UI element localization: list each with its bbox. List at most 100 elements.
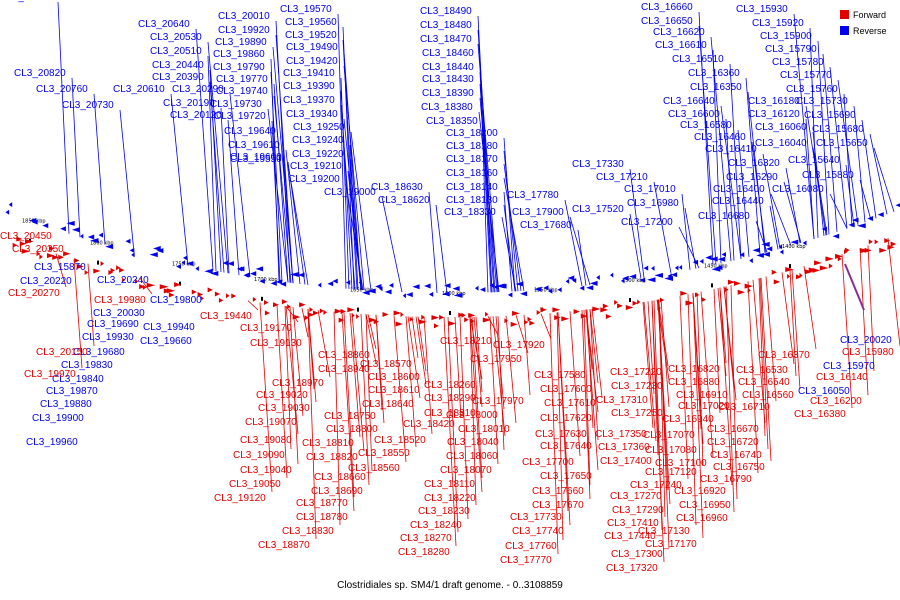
reverse-gene-arrow bbox=[453, 292, 463, 298]
leader-line bbox=[443, 316, 457, 547]
reverse-gene-label: CL3_17210 bbox=[596, 172, 648, 183]
reverse-gene-arrow bbox=[222, 260, 229, 266]
reverse-gene-arrow bbox=[388, 282, 394, 288]
forward-gene-arrow bbox=[281, 299, 288, 305]
forward-gene-label: CL3_17290 bbox=[612, 505, 664, 516]
forward-gene-arrow bbox=[421, 314, 426, 320]
reverse-gene-label: CL3_19680 bbox=[73, 347, 125, 358]
reverse-gene-label: CL3_17680 bbox=[520, 220, 572, 231]
leader-line bbox=[583, 309, 591, 486]
reverse-gene-label: CL3_16510 bbox=[672, 54, 724, 65]
reverse-gene-label: CL3_16580 bbox=[680, 120, 732, 131]
leader-line bbox=[503, 150, 519, 292]
forward-gene-label: CL3_16740 bbox=[710, 450, 762, 461]
leader-line bbox=[591, 308, 603, 398]
leader-line bbox=[700, 291, 714, 458]
leader-line bbox=[647, 301, 655, 395]
forward-gene-arrow bbox=[400, 312, 404, 318]
forward-gene-label: CL3_18940 bbox=[318, 364, 370, 375]
leader-line bbox=[769, 205, 779, 250]
reverse-gene-label: CL3_18200 bbox=[446, 128, 498, 139]
reverse-gene-arrow bbox=[345, 279, 351, 285]
leader-line bbox=[643, 301, 657, 442]
forward-gene-label: CL3_16790 bbox=[700, 474, 752, 485]
forward-gene-arrow bbox=[218, 297, 224, 303]
genome-caption: Clostridiales sp. SM4/1 draft genome. - … bbox=[337, 580, 563, 591]
forward-gene-label: CL3_20450 bbox=[0, 231, 52, 242]
tick-mark bbox=[629, 298, 631, 303]
forward-gene-arrow bbox=[787, 273, 791, 279]
reverse-gene-arrow bbox=[87, 234, 95, 240]
reverse-gene-arrow bbox=[749, 258, 753, 264]
reverse-gene-arrow bbox=[149, 252, 158, 258]
leader-line bbox=[841, 254, 853, 409]
leader-line bbox=[760, 277, 772, 462]
reverse-gene-label: CL3_19600 bbox=[230, 152, 282, 163]
reverse-gene-label: CL3_17330 bbox=[572, 159, 624, 170]
leader-line bbox=[873, 147, 895, 212]
leader-line bbox=[755, 220, 768, 253]
reverse-gene-label: CL3_15970 bbox=[823, 361, 875, 372]
leader-line bbox=[292, 307, 304, 417]
forward-gene-arrow bbox=[52, 254, 60, 260]
reverse-gene-arrow bbox=[90, 238, 99, 244]
forward-gene-label: CL3_17970 bbox=[472, 396, 524, 407]
reverse-gene-arrow bbox=[8, 202, 13, 208]
forward-gene-label: CL3_19440 bbox=[200, 311, 252, 322]
reverse-gene-label: CL3_15780 bbox=[772, 57, 824, 68]
reverse-gene-arrow bbox=[667, 273, 672, 279]
reverse-gene-label: CL3_15880 bbox=[802, 170, 854, 181]
reverse-gene-label: CL3_18130 bbox=[446, 195, 498, 206]
forward-gene-arrow bbox=[482, 317, 492, 323]
leader-line bbox=[423, 316, 433, 435]
forward-gene-arrow bbox=[510, 321, 518, 327]
reverse-gene-arrow bbox=[717, 256, 726, 262]
leader-line bbox=[730, 285, 738, 500]
reverse-gene-label: CL3_15920 bbox=[752, 18, 804, 29]
leader-line bbox=[869, 133, 888, 215]
leader-line bbox=[589, 309, 599, 441]
reverse-gene-label: CL3_15930 bbox=[736, 4, 788, 15]
reverse-gene-label: CL3_19610 bbox=[228, 140, 280, 151]
forward-gene-label: CL3_20150 bbox=[36, 347, 88, 358]
reverse-gene-label: CL3_16650 bbox=[641, 16, 693, 27]
legend-swatch bbox=[840, 26, 849, 35]
forward-gene-arrow bbox=[724, 287, 729, 293]
reverse-gene-arrow bbox=[752, 247, 760, 253]
reverse-gene-label: CL3_20530 bbox=[150, 32, 202, 43]
forward-gene-label: CL3_17630 bbox=[535, 429, 587, 440]
leader-line bbox=[681, 193, 691, 270]
forward-gene-arrow bbox=[418, 319, 427, 325]
tick-label: 1550 kbp bbox=[534, 288, 558, 294]
reverse-gene-arrow bbox=[867, 215, 874, 221]
leader-line bbox=[589, 309, 599, 384]
reverse-gene-arrow bbox=[548, 288, 553, 294]
forward-gene-label: CL3_16140 bbox=[816, 372, 868, 383]
leader-line bbox=[651, 300, 665, 563]
reverse-gene-label: CL3_16040 bbox=[755, 138, 807, 149]
reverse-gene-arrow bbox=[250, 271, 257, 277]
legend: Forward Reverse bbox=[840, 10, 887, 36]
leader-line bbox=[549, 312, 559, 555]
forward-gene-label: CL3_17920 bbox=[493, 340, 545, 351]
leader-line bbox=[281, 135, 294, 284]
reverse-gene-arrow bbox=[31, 219, 38, 225]
reverse-gene-arrow bbox=[895, 203, 900, 208]
leader-line bbox=[503, 191, 513, 292]
forward-gene-arrow bbox=[485, 311, 489, 317]
reverse-gene-label: CL3_16400 bbox=[713, 184, 765, 195]
reverse-gene-arrow bbox=[270, 280, 277, 286]
forward-gene-label: CL3_18640 bbox=[362, 399, 414, 410]
reverse-gene-arrow bbox=[596, 275, 600, 281]
reverse-gene-arrow bbox=[520, 291, 528, 297]
leader-line bbox=[375, 314, 385, 424]
leader-line bbox=[209, 81, 225, 273]
forward-gene-label: CL3_18420 bbox=[403, 419, 455, 430]
leader-line bbox=[822, 53, 838, 232]
reverse-gene-arrow bbox=[98, 232, 103, 238]
leader-line bbox=[428, 191, 438, 293]
reverse-gene-arrow bbox=[790, 239, 799, 245]
reverse-gene-label: CL3_20510 bbox=[150, 46, 202, 57]
forward-gene-arrow bbox=[602, 303, 609, 309]
reverse-gene-label: CL3_20120 bbox=[170, 110, 222, 121]
